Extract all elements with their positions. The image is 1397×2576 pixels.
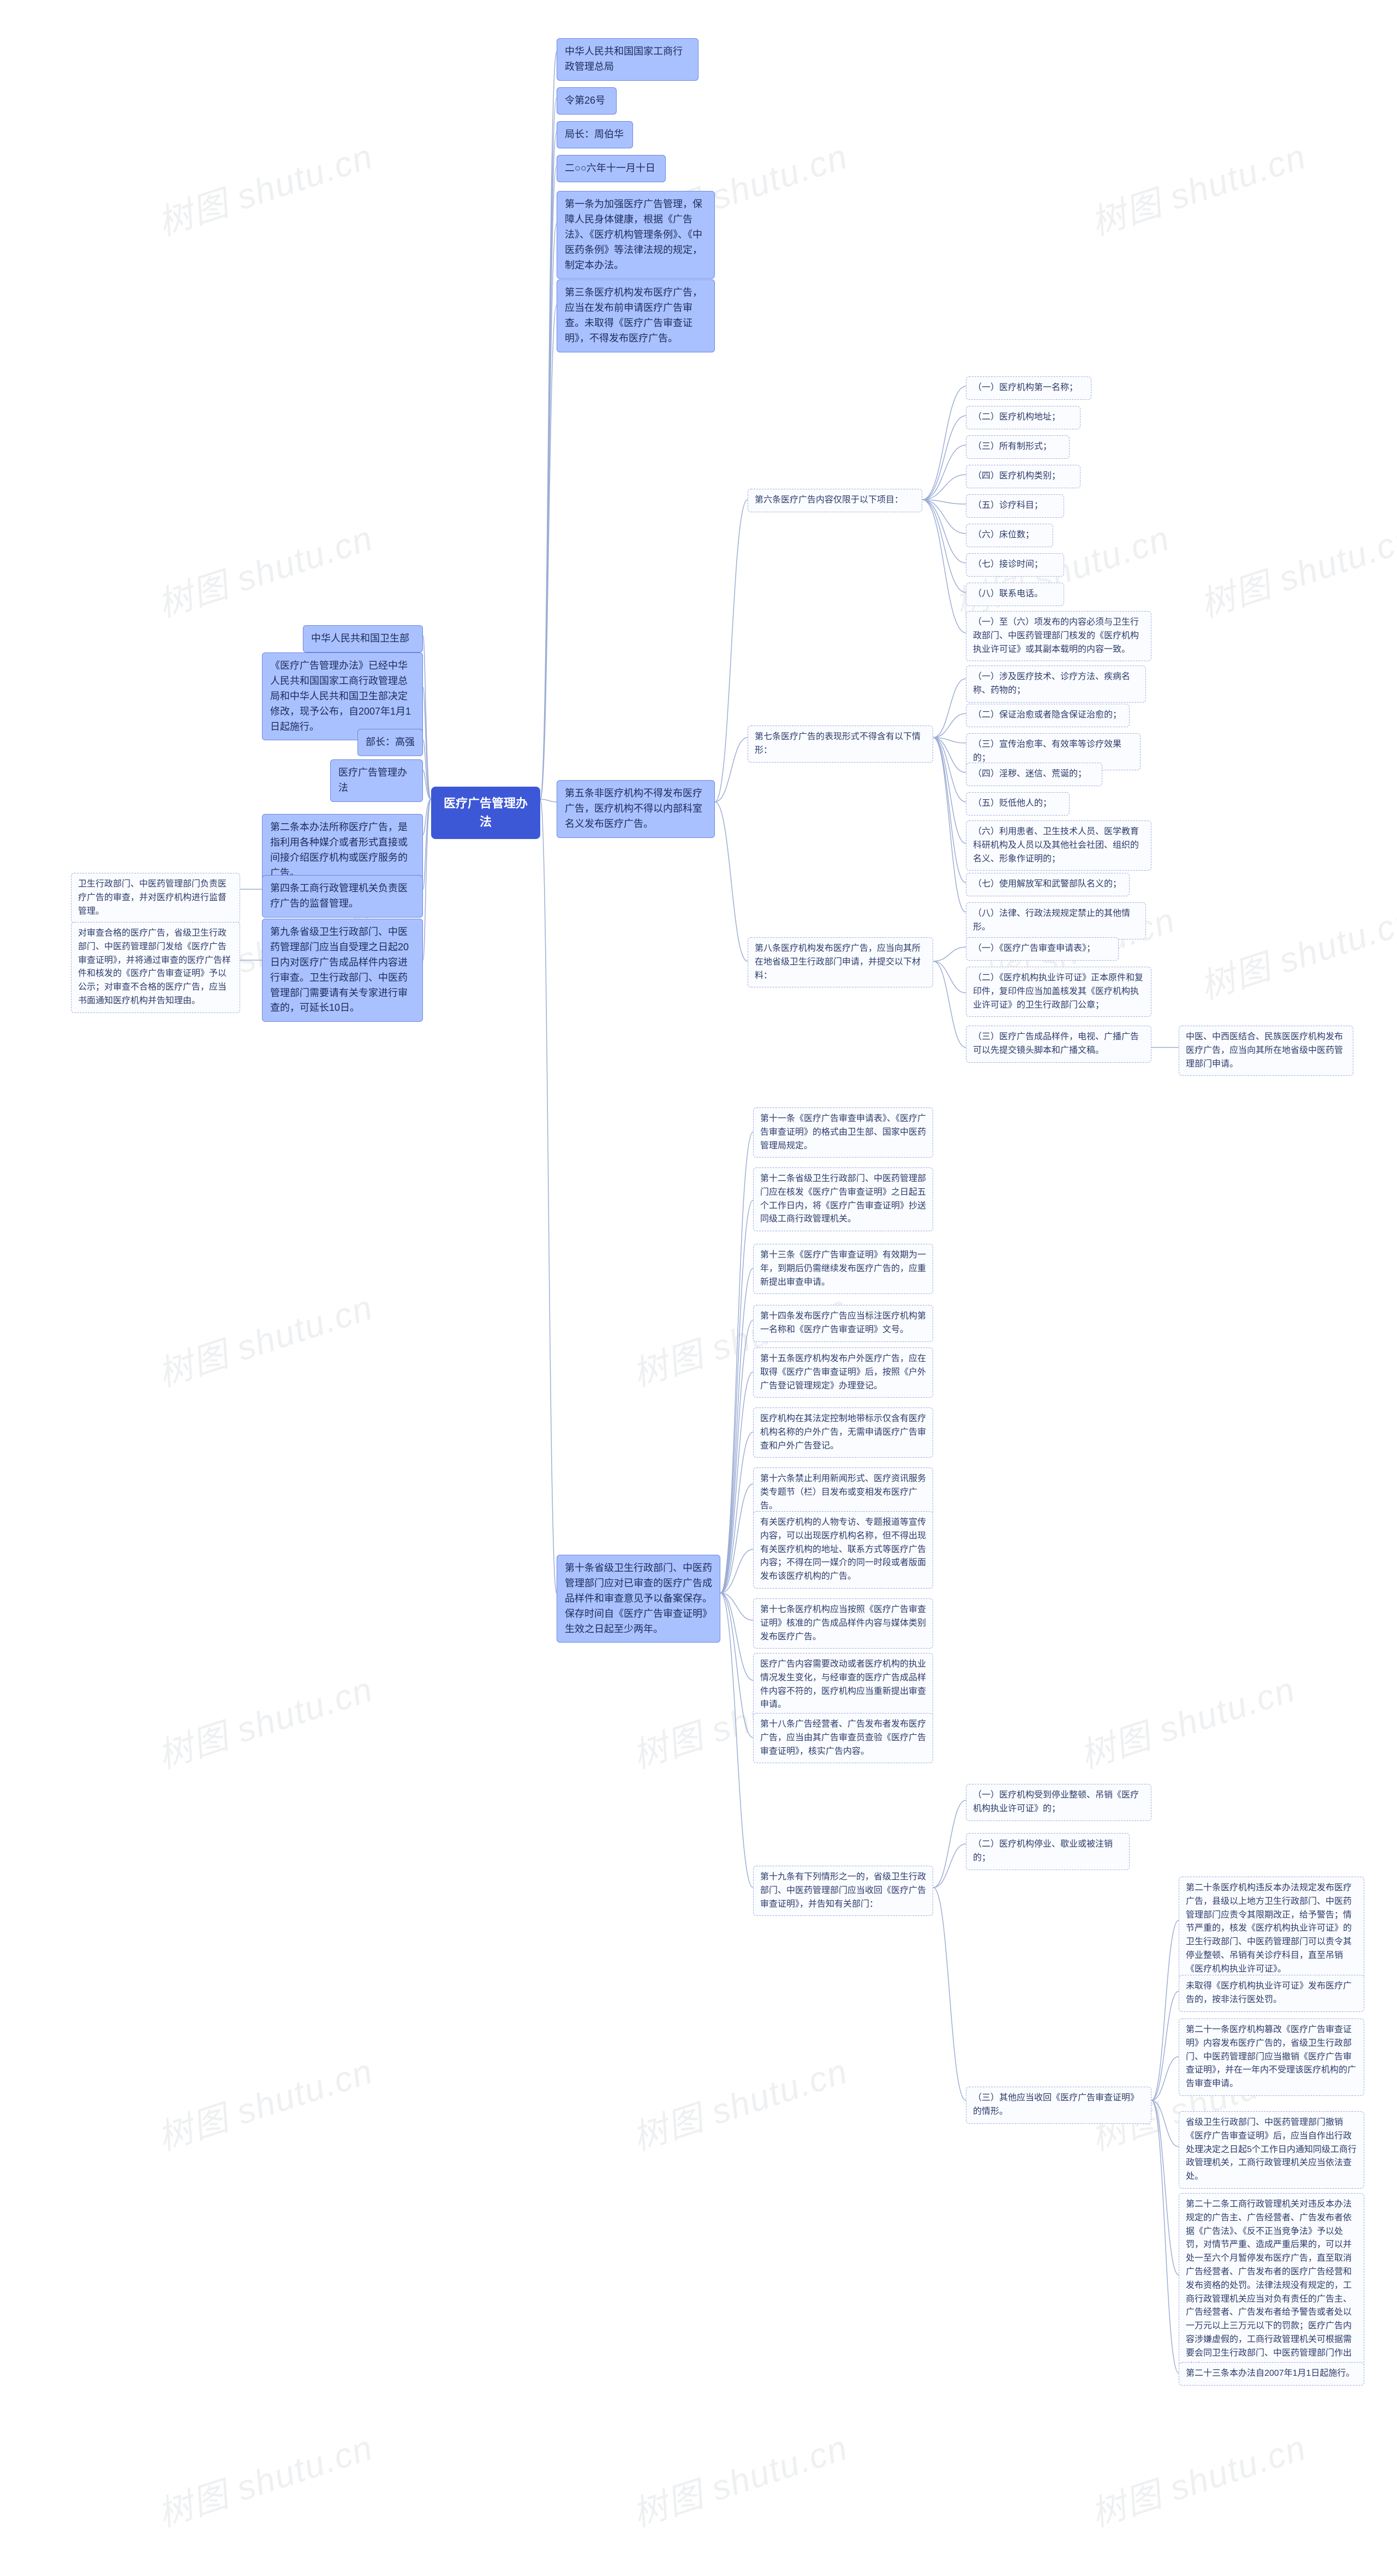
watermark: 树图 shutu.cn [151, 511, 379, 627]
root-node[interactable]: 医疗广告管理办法 [431, 787, 540, 839]
top-node[interactable]: 令第26号 [557, 87, 617, 115]
connectors [0, 0, 1397, 2576]
watermark: 树图 shutu.cn [1193, 511, 1397, 627]
leaf: （六）利用患者、卫生技术人员、医学教育科研机构及人员以及其他社会社团、组织的名义… [966, 820, 1151, 871]
a19c-leaf: 第二十一条医疗机构篡改《医疗广告审查证明》内容发布医疗广告的，省级卫生行政部门、… [1179, 2018, 1364, 2096]
c2-leaf: 第十九条有下列情形之一的，省级卫生行政部门、中医药管理部门应当收回《医疗广告审查… [753, 1866, 933, 1916]
c2-leaf: 第十七条医疗机构应当按照《医疗广告审查证明》核准的广告成品样件内容与媒体类别发布… [753, 1598, 933, 1649]
watermark: 树图 shutu.cn [151, 1280, 379, 1397]
leaf: （二）《医疗机构执业许可证》正本原件和复印件，复印件应当加盖核发其《医疗机构执业… [966, 967, 1151, 1017]
leaf: （一）医疗机构第一名称； [966, 376, 1091, 400]
watermark: 树图 shutu.cn [1073, 1662, 1301, 1778]
leaf: （二）医疗机构地址； [966, 406, 1080, 429]
a19c-leaf: 第二十条医疗机构违反本办法规定发布医疗广告，县级以上地方卫生行政部门、中医药管理… [1179, 1877, 1364, 1981]
page: { "colors": { "page_bg": "#ffffff", "wat… [0, 0, 1397, 2576]
leaf: （四）淫秽、迷信、荒诞的； [966, 763, 1102, 786]
left-node[interactable]: 医疗广告管理办法 [330, 759, 423, 802]
c2-leaf: 第十五条医疗机构发布户外医疗广告，应在取得《医疗广告审查证明》后，按照《户外广告… [753, 1347, 933, 1398]
c2-leaf: 医疗广告内容需要改动或者医疗机构的执业情况发生变化，与经审查的医疗广告成品样件内… [753, 1653, 933, 1717]
watermark: 树图 shutu.cn [625, 2420, 853, 2537]
leaf: （六）床位数； [966, 524, 1053, 547]
leaf: （四）医疗机构类别； [966, 465, 1080, 488]
c1-child: 第八条医疗机构发布医疗广告，应当向其所在地省级卫生行政部门申请，并提交以下材料： [748, 937, 933, 987]
c2-leaf: 有关医疗机构的人物专访、专题报道等宣传内容，可以出现医疗机构名称，但不得出现有关… [753, 1511, 933, 1589]
left-node[interactable]: 中华人民共和国卫生部 [303, 625, 423, 652]
a19-leaf: （二）医疗机构停业、歇业或被注销的； [966, 1833, 1130, 1870]
a19c-leaf: 第二十二条工商行政管理机关对违反本办法规定的广告主、广告经营者、广告发布者依据《… [1179, 2193, 1364, 2379]
a19c-leaf: 未取得《医疗机构执业许可证》发布医疗广告的，按非法行医处罚。 [1179, 1975, 1364, 2012]
left-leaf: 卫生行政部门、中医药管理部门负责医疗广告的审查，并对医疗机构进行监督管理。 [71, 873, 240, 923]
top-node[interactable]: 二○○六年十一月十日 [557, 155, 666, 182]
leaf: （三）医疗广告成品样件，电视、广播广告可以先提交镜头脚本和广播文稿。 [966, 1026, 1151, 1063]
leaf: （一）至（六）项发布的内容必须与卫生行政部门、中医药管理部门核发的《医疗机构执业… [966, 611, 1151, 661]
watermark: 树图 shutu.cn [151, 2044, 379, 2160]
watermark: 树图 shutu.cn [151, 129, 379, 245]
c2-leaf: 第十一条《医疗广告审查申请表》、《医疗广告审查证明》的格式由卫生部、国家中医药管… [753, 1107, 933, 1158]
a19-leaf: （三）其他应当收回《医疗广告审查证明》的情形。 [966, 2087, 1151, 2124]
watermark: 树图 shutu.cn [1193, 892, 1397, 1009]
leaf: （七）使用解放军和武警部队名义的； [966, 873, 1130, 896]
left-node[interactable]: 《医疗广告管理办法》已经中华人民共和国国家工商行政管理总局和中华人民共和国卫生部… [262, 652, 423, 740]
watermark: 树图 shutu.cn [1084, 129, 1312, 245]
a19c-leaf: 省级卫生行政部门、中医药管理部门撤销《医疗广告审查证明》后，应当自作出行政处理决… [1179, 2111, 1364, 2189]
watermark: 树图 shutu.cn [151, 1662, 379, 1778]
c2-leaf: 第十二条省级卫生行政部门、中医药管理部门应在核发《医疗广告审查证明》之日起五个工… [753, 1167, 933, 1231]
center-node[interactable]: 第五条非医疗机构不得发布医疗广告，医疗机构不得以内部科室名义发布医疗广告。 [557, 780, 715, 838]
leaf: （二）保证治愈或者隐含保证治愈的； [966, 704, 1130, 727]
leaf: （一）《医疗广告审查申请表》； [966, 937, 1119, 961]
c1-child: 第六条医疗广告内容仅限于以下项目： [748, 489, 922, 512]
top-node[interactable]: 局长：周伯华 [557, 121, 633, 148]
leaf: （五）诊疗科目； [966, 494, 1064, 518]
top-node[interactable]: 第三条医疗机构发布医疗广告，应当在发布前申请医疗广告审查。未取得《医疗广告审查证… [557, 279, 715, 352]
c2-leaf: 第十三条《医疗广告审查证明》有效期为一年，到期后仍需继续发布医疗广告的，应重新提… [753, 1244, 933, 1294]
watermark: 树图 shutu.cn [1084, 2420, 1312, 2537]
top-node[interactable]: 第一条为加强医疗广告管理，保障人民身体健康，根据《广告法》、《医疗机构管理条例》… [557, 191, 715, 279]
leaf-extra: 中医、中西医结合、民族医医疗机构发布医疗广告，应当向其所在地省级中医药管理部门申… [1179, 1026, 1353, 1076]
c2-leaf: 第十六条禁止利用新闻形式、医疗资讯服务类专题节（栏）目发布或变相发布医疗广告。 [753, 1467, 933, 1518]
center-node[interactable]: 第十条省级卫生行政部门、中医药管理部门应对已审查的医疗广告成品样件和审查意见予以… [557, 1555, 720, 1643]
left-leaf: 对审查合格的医疗广告，省级卫生行政部门、中医药管理部门发给《医疗广告审查证明》，… [71, 922, 240, 1013]
c2-leaf: 第十四条发布医疗广告应当标注医疗机构第一名称和《医疗广告审查证明》文号。 [753, 1305, 933, 1342]
leaf: （五）贬低他人的； [966, 792, 1070, 816]
leaf: （八）联系电话。 [966, 583, 1064, 606]
left-node[interactable]: 第四条工商行政管理机关负责医疗广告的监督管理。 [262, 875, 423, 918]
c1-child: 第七条医疗广告的表现形式不得含有以下情形： [748, 726, 933, 763]
watermark: 树图 shutu.cn [625, 2044, 853, 2160]
c2-leaf: 第十八条广告经营者、广告发布者发布医疗广告，应当由其广告审查员查验《医疗广告审查… [753, 1713, 933, 1763]
c2-leaf: 医疗机构在其法定控制地带标示仅含有医疗机构名称的户外广告，无需申请医疗广告审查和… [753, 1407, 933, 1458]
leaf: （七）接诊时间； [966, 553, 1064, 577]
a19-leaf: （一）医疗机构受到停业整顿、吊销《医疗机构执业许可证》的； [966, 1784, 1151, 1821]
left-node[interactable]: 部长：高强 [357, 729, 423, 756]
watermark: 树图 shutu.cn [151, 2420, 379, 2537]
a19c-leaf: 第二十三条本办法自2007年1月1日起施行。 [1179, 2362, 1364, 2386]
leaf: （三）所有制形式； [966, 435, 1070, 459]
left-node[interactable]: 第九条省级卫生行政部门、中医药管理部门应当自受理之日起20日内对医疗广告成品样件… [262, 919, 423, 1022]
leaf: （八）法律、行政法规规定禁止的其他情形。 [966, 902, 1146, 939]
leaf: （一）涉及医疗技术、诊疗方法、疾病名称、药物的； [966, 666, 1146, 703]
top-node[interactable]: 中华人民共和国国家工商行政管理总局 [557, 38, 698, 81]
